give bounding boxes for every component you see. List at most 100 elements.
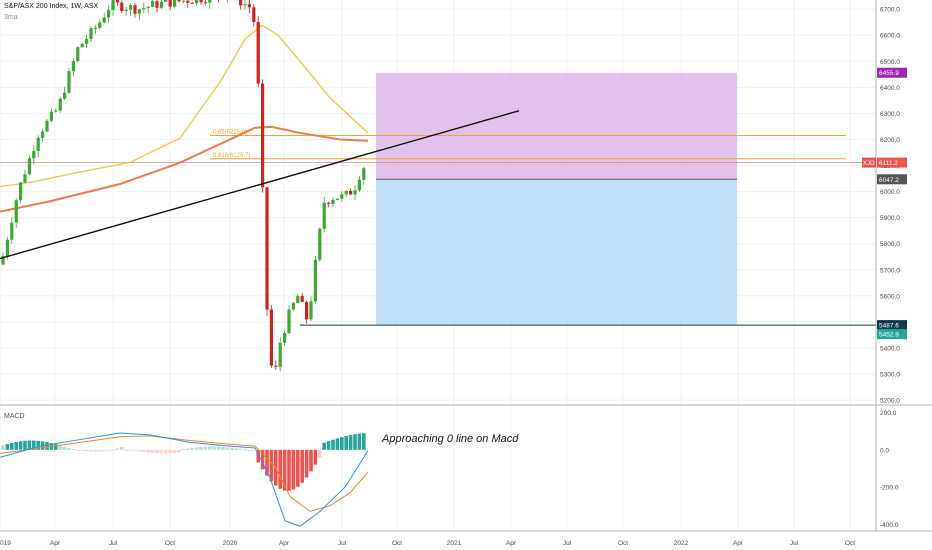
candle-body: [49, 111, 53, 121]
price-badge-label: 5452.9: [879, 332, 899, 339]
macd-bar: [168, 449, 172, 454]
candle-body: [353, 190, 357, 195]
macd-bar: [340, 437, 344, 450]
time-tick-label: Jul: [109, 540, 118, 547]
macd-bar: [216, 446, 221, 450]
macd-bar: [89, 449, 93, 452]
macd-bar: [291, 449, 296, 490]
symbol-badge: [862, 157, 876, 168]
time-tick-label: 2020: [223, 540, 238, 547]
macd-line: [0, 432, 369, 527]
macd-bar: [225, 447, 230, 450]
time-tick-label: Jul: [790, 540, 799, 547]
candle-body: [129, 5, 133, 10]
macd-bar: [159, 449, 164, 454]
macd-bar: [18, 441, 23, 450]
macd-bar: [1, 445, 5, 450]
macd-bar: [146, 449, 150, 453]
macd-tick-label: -400.0: [880, 522, 899, 529]
moving-average-fast: [0, 24, 369, 188]
candle-body: [5, 239, 9, 257]
time-tick-label: Oct: [392, 540, 402, 547]
macd-bar: [36, 440, 40, 450]
candle-body: [89, 28, 93, 40]
macd-bar: [155, 449, 159, 454]
macd-bar: [54, 444, 58, 450]
candle-body: [313, 259, 317, 302]
macd-tick-label: 0.0: [880, 447, 889, 454]
candle-body: [269, 309, 273, 366]
candles: [1, 0, 366, 372]
macd-bar: [252, 449, 256, 451]
macd-bar: [128, 449, 133, 451]
macd-bar: [80, 449, 84, 451]
time-tick-label: Apr: [279, 540, 290, 547]
candle-body: [45, 120, 49, 132]
macd-bar: [221, 446, 225, 450]
candle-body: [111, 0, 115, 11]
indicator-label: 3ma: [4, 14, 18, 21]
price-tick-label: 6200.0: [880, 137, 900, 144]
candle-body: [327, 202, 331, 204]
macd-bar: [32, 440, 36, 450]
price-badge: [877, 157, 907, 168]
candle-body: [283, 333, 287, 343]
macd-bar: [71, 448, 76, 450]
candle-body: [344, 190, 348, 195]
time-tick-label: Oct: [165, 540, 175, 547]
price-tick-label: 5200.0: [880, 398, 900, 405]
macd-bar: [326, 441, 331, 450]
macd-bar: [62, 446, 67, 450]
macd-bar: [203, 446, 208, 450]
candle-body: [159, 1, 163, 8]
macd-bar: [106, 449, 111, 451]
candle-body: [36, 137, 40, 151]
price-tick-label: 5300.0: [880, 372, 900, 379]
macd-bar: [335, 438, 340, 450]
candle-body: [239, 0, 243, 6]
time-tick-label: Oct: [845, 540, 855, 547]
macd-bar: [243, 449, 247, 451]
candle-body: [120, 2, 124, 11]
candle-body: [265, 187, 269, 310]
candle-body: [357, 179, 361, 191]
candle-body: [102, 17, 106, 23]
symbol-badge-label: XJO: [863, 161, 875, 167]
macd-bar: [362, 433, 366, 450]
candle-body: [274, 365, 278, 367]
macd-bar: [194, 447, 199, 450]
time-tick-label: Jul: [563, 540, 572, 547]
time-tick-label: Apr: [50, 540, 61, 547]
price-badge: [877, 329, 907, 340]
macd-bar: [115, 448, 120, 450]
macd-bar: [331, 439, 335, 450]
macd-signal-line: [0, 435, 369, 512]
macd-bar: [133, 449, 137, 451]
price-tick-label: 6000.0: [880, 189, 900, 196]
price-tick-label: 5800.0: [880, 241, 900, 248]
macd-bar: [344, 436, 348, 450]
macd-label: MACD: [4, 413, 25, 420]
candle-body: [177, 0, 181, 2]
macd-bar: [93, 449, 98, 452]
macd-bar: [58, 445, 62, 450]
candle-body: [71, 60, 75, 72]
candle-body: [300, 295, 304, 302]
fib-label: 0.618(6125.7): [213, 153, 250, 159]
candle-body: [335, 198, 339, 200]
candle-body: [287, 309, 291, 334]
candle-body: [164, 0, 168, 2]
price-tick-label: 6700.0: [880, 7, 900, 14]
price-tick-label: 6300.0: [880, 111, 900, 118]
price-badge: [877, 320, 907, 331]
price-badge-label: 6455.9: [879, 70, 899, 77]
candle-body: [54, 110, 58, 112]
candle-body: [80, 43, 84, 48]
price-tick-label: 5600.0: [880, 293, 900, 300]
macd-bar: [137, 449, 142, 452]
macd-bar: [164, 449, 168, 454]
candle-body: [151, 1, 155, 7]
candle-body: [63, 92, 67, 99]
